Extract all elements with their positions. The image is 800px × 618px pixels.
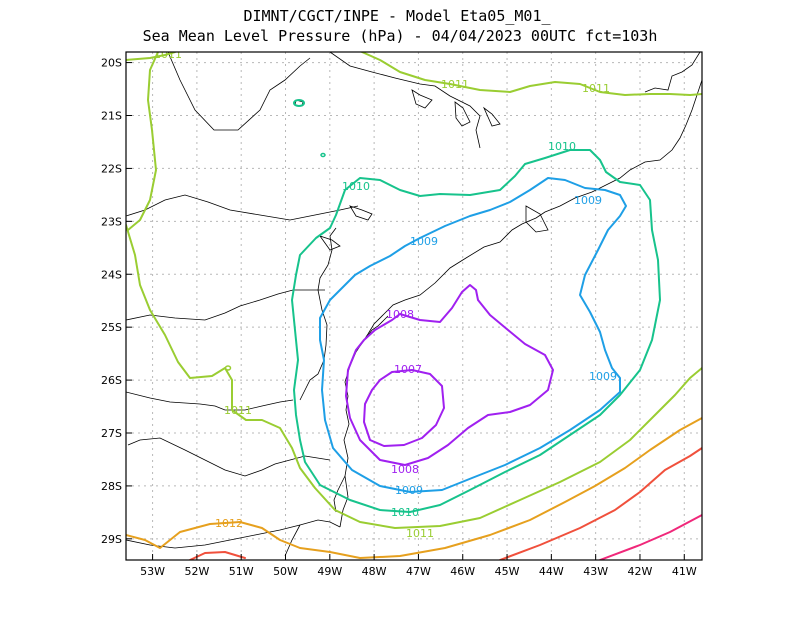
label-1011-w: 1011 [224, 404, 252, 417]
isobar-1008-line [345, 284, 554, 466]
isobar-1012-line [126, 417, 702, 559]
lon-label: 53W [140, 565, 165, 578]
lat-label: 24S [101, 268, 122, 281]
isobar-1010-small-cell [293, 99, 305, 107]
isobar-1009-line [319, 177, 627, 493]
lon-label: 46W [450, 565, 475, 578]
lon-label: 50W [273, 565, 298, 578]
lat-label: 20S [101, 57, 122, 70]
isobar-1011-line [126, 224, 702, 529]
lat-label: 27S [101, 427, 122, 440]
isobar-contours [126, 52, 702, 560]
isobar-1011-northeast-line [361, 52, 702, 96]
label-1008-n: 1008 [386, 308, 414, 321]
isobar-1014-line [599, 514, 702, 560]
label-1011-n: 1011 [441, 78, 469, 91]
lon-label: 48W [362, 565, 387, 578]
isobar-1011-tiny-cell [224, 365, 232, 371]
lon-label: 41W [672, 565, 697, 578]
map-frame [125, 51, 703, 561]
isobar-1010-tiny-cell [320, 152, 326, 158]
label-1011-ne: 1011 [582, 82, 610, 95]
latitude-axis: 20S 21S 22S 23S 24S 25S 26S 27S 28S 29S [101, 57, 132, 546]
label-1011-s: 1011 [406, 527, 434, 540]
lon-label: 47W [406, 565, 431, 578]
isobar-1011-north-line [126, 52, 176, 231]
lon-label: 45W [495, 565, 520, 578]
lat-label: 21S [101, 110, 122, 123]
lat-label: 28S [101, 480, 122, 493]
coastline-and-borders [126, 52, 702, 557]
contour-labels: 1011 1011 1011 1011 1011 1010 1010 1010 … [154, 48, 617, 540]
label-1009-s: 1009 [395, 484, 423, 497]
lat-label: 26S [101, 374, 122, 387]
lat-label: 22S [101, 162, 122, 175]
label-1010-n: 1010 [548, 140, 576, 153]
label-1010-s: 1010 [391, 506, 419, 519]
longitude-axis: 53W 52W 51W 50W 49W 48W 47W 46W 45W 44W 43W 42W 41W [140, 554, 697, 578]
lon-label: 42W [628, 565, 653, 578]
isobar-1010-line [291, 149, 661, 513]
lon-label: 52W [184, 565, 209, 578]
label-1012: 1012 [215, 517, 243, 530]
lon-label: 49W [317, 565, 342, 578]
label-1008-s: 1008 [391, 463, 419, 476]
lat-label: 25S [101, 321, 122, 334]
lat-label: 23S [101, 215, 122, 228]
isobar-1013-sw-line [189, 551, 246, 560]
lon-label: 43W [583, 565, 608, 578]
map-panel: 1011 1011 1011 1011 1011 1010 1010 1010 … [101, 48, 703, 578]
lon-label: 44W [539, 565, 564, 578]
title-line-2: Sea Mean Level Pressure (hPa) - 04/04/20… [143, 27, 658, 45]
isobar-1007-line [363, 369, 445, 447]
lat-label: 29S [101, 533, 122, 546]
lon-label: 51W [229, 565, 254, 578]
label-1009-ne: 1009 [574, 194, 602, 207]
label-1011-nw: 1011 [154, 48, 182, 61]
label-1010-w: 1010 [342, 180, 370, 193]
label-1009-e: 1009 [589, 370, 617, 383]
title-line-1: DIMNT/CGCT/INPE - Model Eta05_M01_ [243, 7, 551, 25]
isobar-1013-line [499, 447, 702, 560]
label-1007: 1007 [394, 363, 422, 376]
label-1009-n: 1009 [410, 235, 438, 248]
